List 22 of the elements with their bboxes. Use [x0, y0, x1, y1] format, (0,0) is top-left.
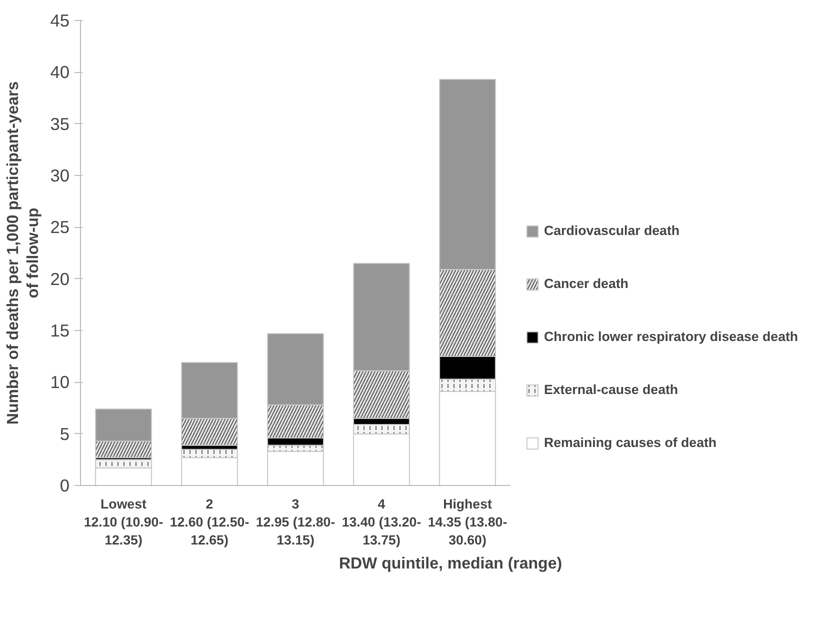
y-tick-label: 20: [50, 268, 70, 289]
y-tick-label: 40: [50, 62, 70, 82]
x-tick-label: Lowest 12.10 (10.90- 12.35): [84, 496, 164, 548]
y-tick-label: 0: [60, 476, 70, 496]
y-tick-label: 25: [50, 217, 70, 238]
y-axis-title: Number of deaths per 1,000 participant-years of follow-up: [4, 81, 42, 425]
x-tick-label: Highest 14.35 (13.80- 30.60): [428, 496, 508, 548]
y-tick-label: 15: [50, 320, 70, 340]
legend-label: Remaining causes of death: [544, 435, 717, 450]
legend-label: External-cause death: [544, 382, 678, 397]
x-axis-title: RDW quintile, median (range): [338, 556, 562, 572]
legend-label: Cardiovascular death: [544, 223, 680, 238]
y-tick-label: 5: [60, 424, 70, 444]
x-tick-label: 4 13.40 (13.20- 13.75): [342, 496, 422, 548]
x-tick-label: 3 12.95 (12.80- 13.15): [256, 496, 336, 548]
y-tick-label: 30: [50, 166, 70, 186]
legend-label: Chronic lower respiratory disease death: [544, 329, 798, 344]
legend-label: Cancer death: [544, 276, 628, 291]
y-tick-label: 45: [50, 10, 70, 30]
y-tick-label: 35: [50, 114, 70, 134]
x-tick-label: 2 12.60 (12.50- 12.65): [170, 496, 250, 548]
y-tick-label: 10: [50, 372, 70, 392]
